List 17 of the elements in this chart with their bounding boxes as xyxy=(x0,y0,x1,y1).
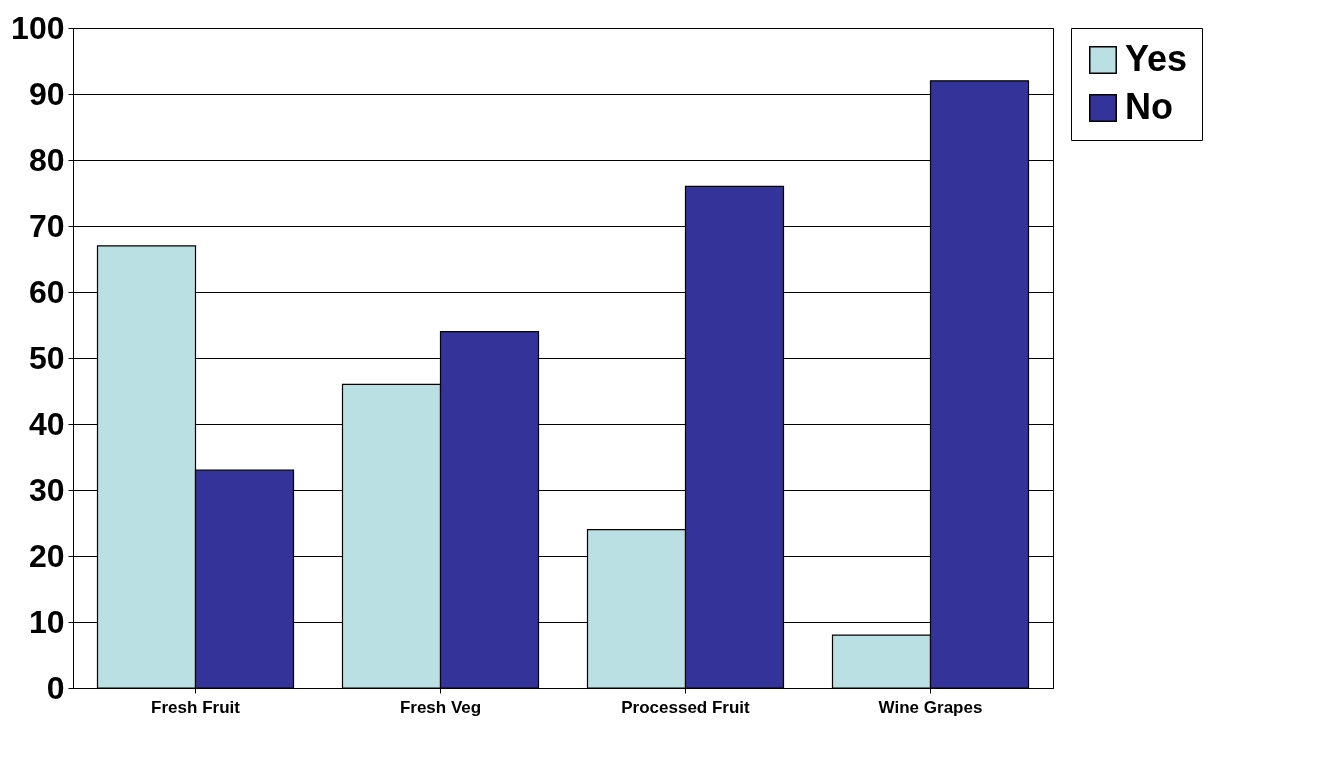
x-tick-label: Fresh Fruit xyxy=(151,697,241,717)
y-tick-label: 0 xyxy=(46,669,65,706)
x-tick-label: Wine Grapes xyxy=(878,697,983,717)
y-tick-label: 80 xyxy=(28,141,65,178)
legend-label: No xyxy=(1125,86,1173,127)
y-tick-label: 90 xyxy=(28,75,65,112)
y-tick-label: 100 xyxy=(11,9,65,46)
x-tick-label: Fresh Veg xyxy=(399,697,482,717)
x-tick-label: Processed Fruit xyxy=(621,697,751,717)
y-tick-label: 50 xyxy=(28,339,65,376)
y-tick-label: 20 xyxy=(28,537,65,574)
y-tick-label: 10 xyxy=(28,603,65,640)
y-tick-label: 70 xyxy=(28,207,65,244)
legend-label: Yes xyxy=(1125,38,1188,79)
y-tick-label: 30 xyxy=(28,471,65,508)
y-tick-label: 40 xyxy=(28,405,65,442)
y-tick-label: 60 xyxy=(28,273,65,310)
